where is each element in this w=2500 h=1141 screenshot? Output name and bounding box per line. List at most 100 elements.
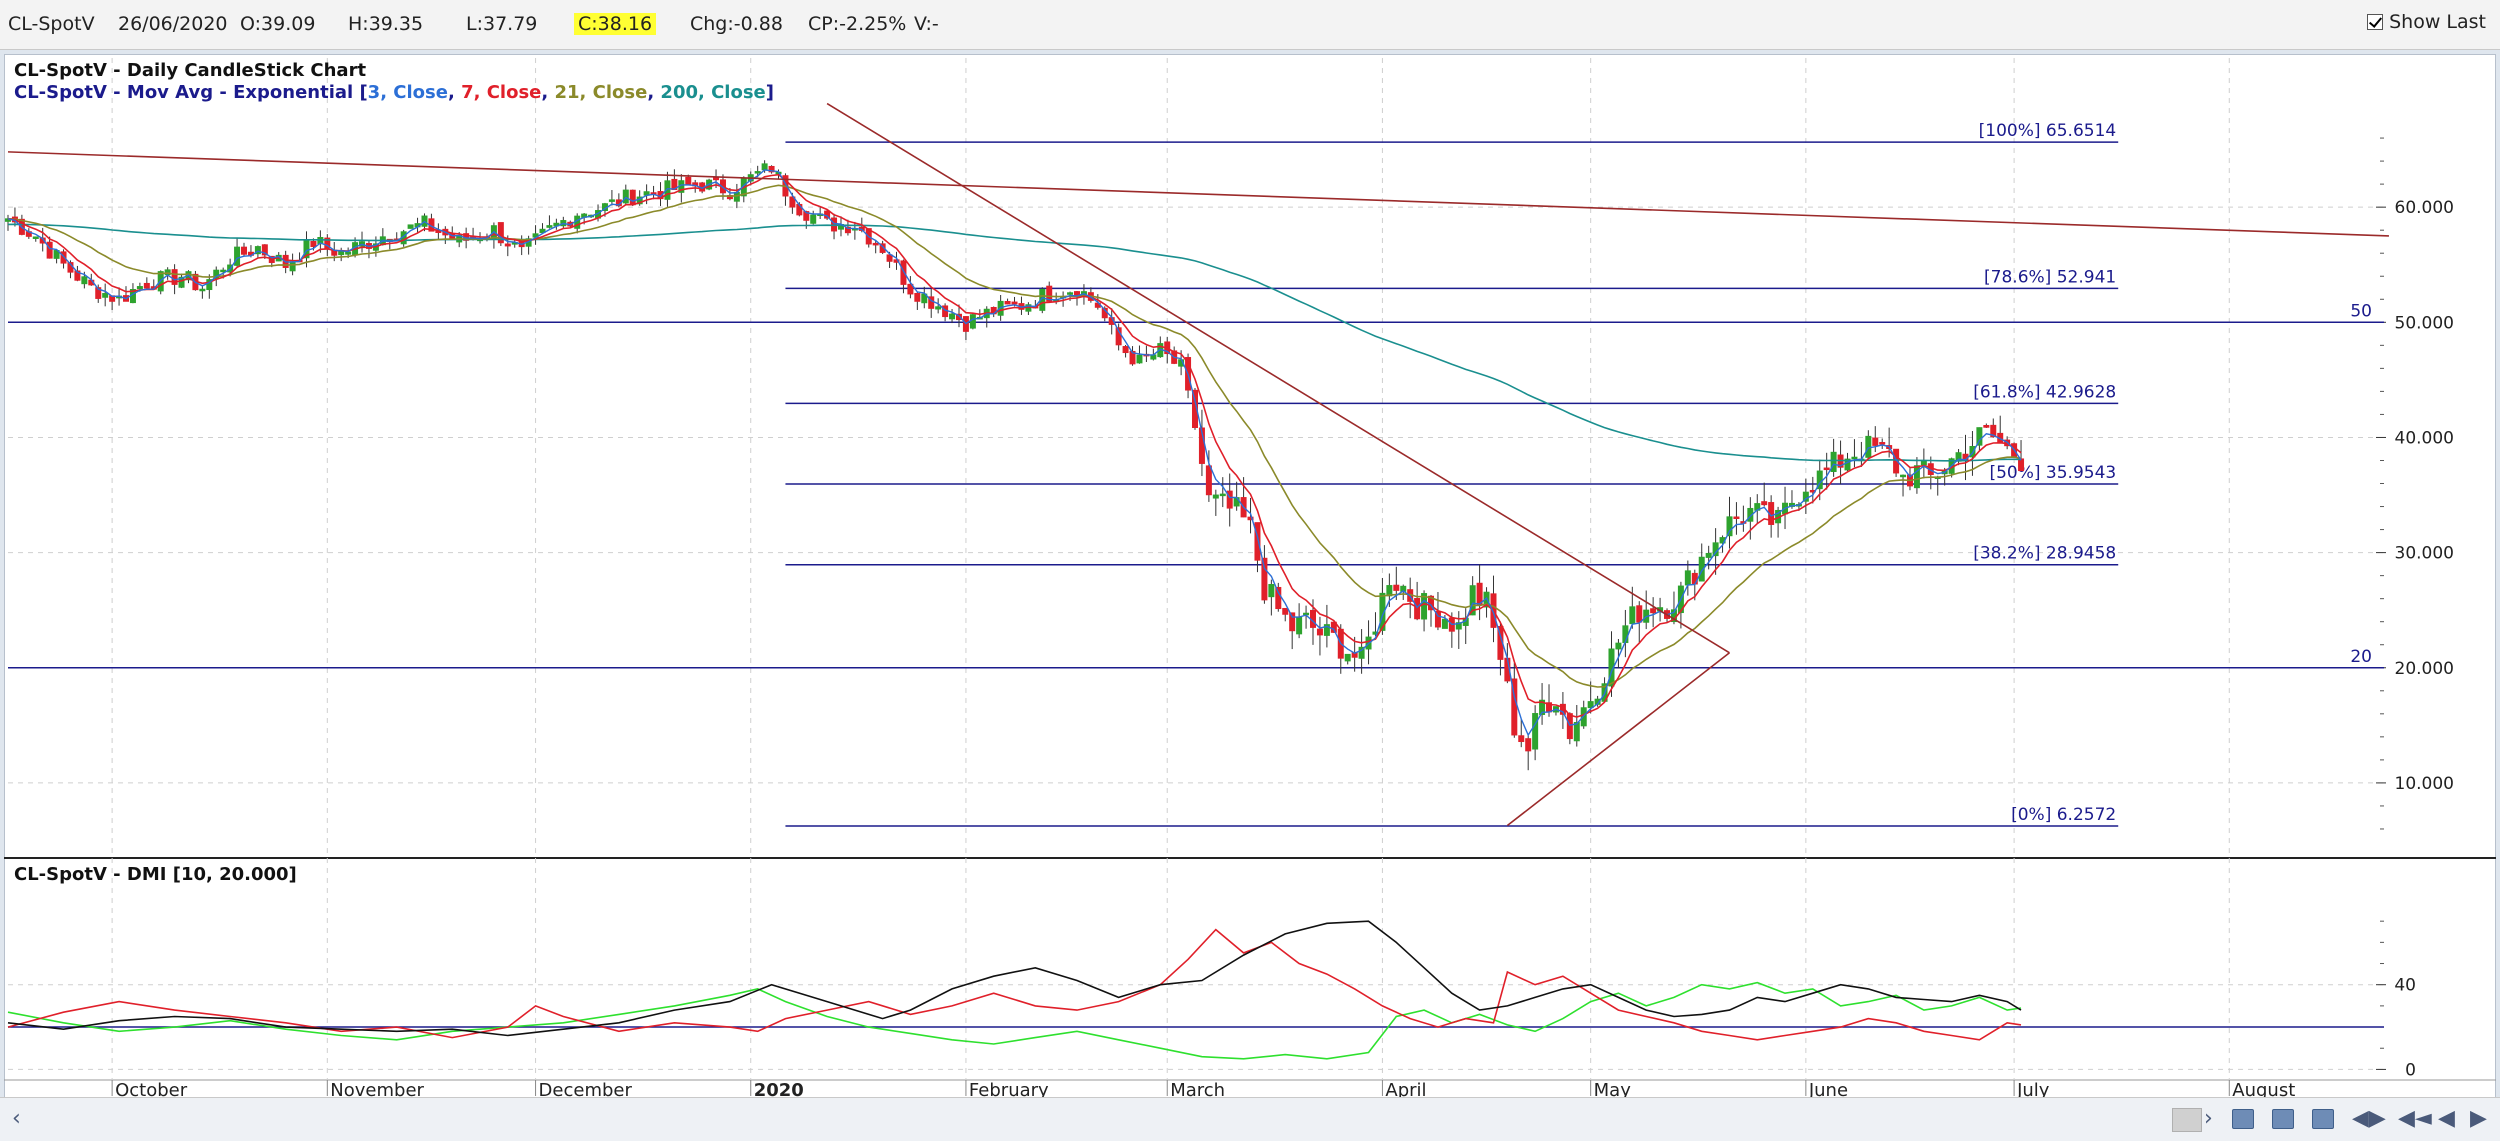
candle-body (497, 222, 504, 244)
candle-body (1539, 699, 1546, 715)
candle-body (1455, 622, 1462, 630)
overlay-legend-part: , (541, 82, 554, 103)
candle-body (1122, 346, 1129, 354)
candle-body (879, 243, 886, 253)
y-tick-label: 50.000 (2395, 313, 2454, 333)
candle-body (1830, 451, 1837, 473)
zoom-in-icon[interactable] (2232, 1109, 2254, 1129)
candle-body (1289, 612, 1296, 632)
candle-body (32, 236, 39, 239)
candle-body (1323, 624, 1330, 636)
open-value: O:39.09 (240, 13, 316, 35)
month-label: April (1385, 1080, 1426, 1097)
candle-body (1684, 570, 1691, 586)
candle-body (1650, 608, 1657, 614)
candle-body (1136, 354, 1143, 364)
overlay-legend-part: CL-SpotV - Mov Avg - Exponential [ (14, 82, 368, 103)
candle-body (1566, 713, 1573, 740)
month-axis: October November December 2020 February March… (111, 1080, 2295, 1097)
candle-body (1268, 584, 1275, 598)
candle-body (1636, 605, 1643, 623)
candle-body (1525, 738, 1532, 752)
candle-body (1372, 631, 1379, 635)
candle-body (754, 171, 761, 174)
candles (5, 160, 2025, 771)
overlay-legend-part: , (647, 82, 660, 103)
chart-frame (4, 54, 2496, 1137)
step-back-icon[interactable]: ◀ (2438, 1106, 2455, 1131)
dmi-y-axis: 0 40 (2376, 920, 2416, 1080)
fib-level-label: [61.8%] 42.9628 (1973, 382, 2116, 402)
candle-body (74, 270, 81, 281)
month-label: October (115, 1080, 188, 1097)
candle-body (733, 191, 740, 202)
time-scrollbar[interactable]: ‹ › ◀▶ ◀◄ ◀ ▶ (0, 1097, 2500, 1141)
candle-body (1879, 442, 1886, 445)
fit-all-icon[interactable]: ◀▶ (2352, 1106, 2386, 1131)
ema-200-line (7, 223, 2022, 462)
candle-body (1913, 465, 1920, 489)
close-value: C:38.16 (574, 13, 657, 35)
change-percent-value: CP:-2.25% (808, 13, 907, 35)
fib-level-label: [38.2%] 28.9458 (1973, 544, 2116, 564)
trendline (826, 102, 1730, 654)
candle-body (1316, 628, 1323, 636)
candle-body (241, 246, 248, 255)
candle-body (1976, 427, 1983, 446)
overlay-legend: CL-SpotV - Mov Avg - Exponential [3, Clo… (14, 82, 774, 103)
candle-body (407, 224, 414, 229)
step-forward-icon[interactable]: ▶ (2470, 1106, 2487, 1131)
candle-body (345, 251, 352, 255)
chart-settings-icon[interactable] (2312, 1109, 2334, 1129)
ema-21-line (7, 184, 2022, 688)
candle-body (1615, 642, 1622, 650)
y-tick-label: 20.000 (2395, 659, 2454, 679)
candle-body (102, 293, 109, 298)
candle-body (1476, 582, 1483, 605)
candle-body (1421, 593, 1428, 620)
y-tick-label: 40 (2394, 976, 2416, 996)
candle-body (1219, 493, 1226, 497)
candle-body (761, 163, 768, 171)
candle-body (310, 240, 317, 248)
candle-body (1414, 598, 1421, 620)
candle-body (1212, 494, 1219, 499)
candle-body (289, 261, 296, 272)
month-label: December (539, 1080, 633, 1097)
month-label: February (969, 1080, 1049, 1097)
y-tick-label: 10.000 (2395, 774, 2454, 794)
candle-body (1705, 552, 1712, 558)
candle-body (254, 246, 261, 255)
scroll-thumb[interactable] (2172, 1108, 2202, 1132)
show-last-checkbox[interactable] (2367, 14, 2384, 30)
candle-body (935, 306, 942, 310)
scroll-left-arrow-icon[interactable]: ‹ (12, 1106, 21, 1131)
candle-body (907, 283, 914, 295)
candle-body (324, 237, 331, 249)
candle-body (886, 254, 893, 262)
main-chart-title: CL-SpotV - Daily CandleStick Chart (14, 60, 366, 81)
candle-body (220, 269, 227, 273)
scroll-right-arrow-icon[interactable]: › (2204, 1106, 2213, 1131)
show-last-toggle[interactable]: Show Last (2367, 11, 2486, 33)
month-label: May (1594, 1080, 1632, 1097)
candle-body (504, 243, 511, 247)
month-label: 2020 (754, 1080, 804, 1097)
candle-body (1900, 474, 1907, 478)
candle-body (1192, 389, 1198, 428)
candle-body (1393, 584, 1400, 591)
candle-body (803, 211, 810, 221)
chart-canvas: 10.000 20.000 30.000 40.000 50.000 60.000 0 40 O… (4, 58, 2496, 1097)
month-label: November (330, 1080, 424, 1097)
candle-body (1893, 448, 1900, 474)
candle-body (969, 314, 976, 329)
candle-body (1851, 456, 1858, 460)
zoom-out-icon[interactable] (2272, 1109, 2294, 1129)
candle-body (1330, 621, 1337, 633)
go-first-icon[interactable]: ◀◄ (2398, 1106, 2432, 1131)
y-tick-label: 60.000 (2395, 198, 2454, 218)
candle-body (1379, 592, 1386, 631)
dmi-series-adx-line (7, 920, 2022, 1037)
overlay-legend-part: 200, Close (660, 82, 765, 103)
